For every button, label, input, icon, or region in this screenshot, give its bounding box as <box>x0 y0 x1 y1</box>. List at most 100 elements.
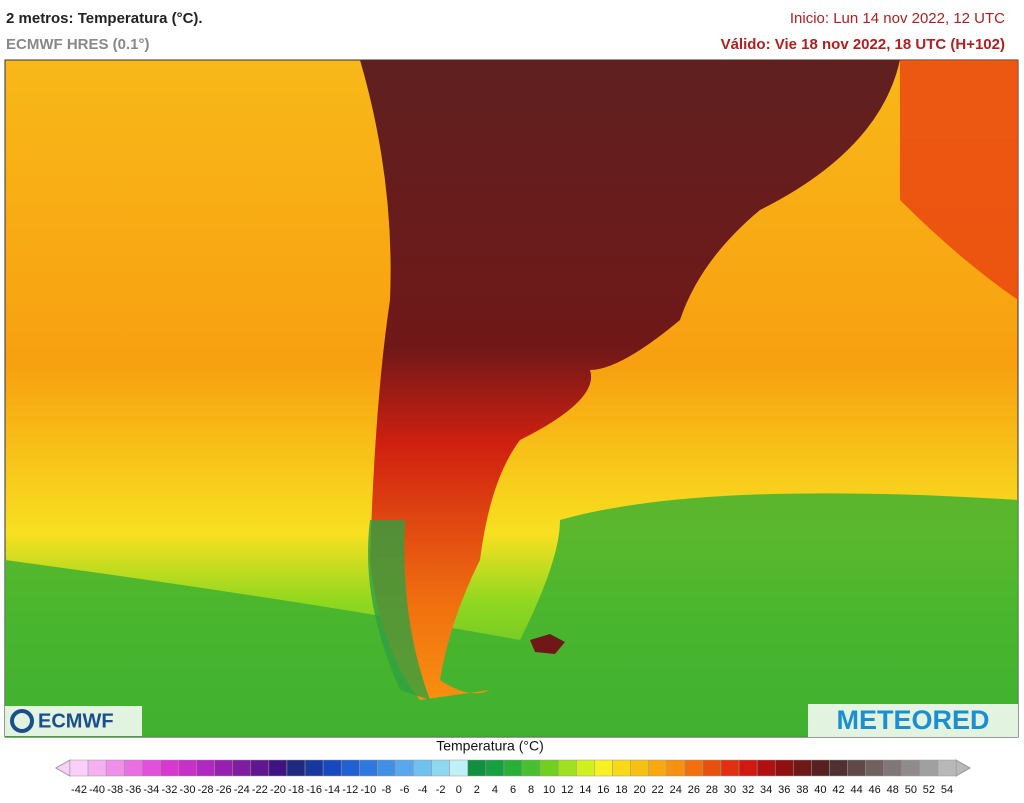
color-swatch <box>738 759 758 777</box>
legend-tick-label: -6 <box>400 784 410 796</box>
legend-tick-label: 22 <box>652 784 664 796</box>
legend-tick-label: 30 <box>724 784 736 796</box>
legend-tick-label: -14 <box>324 784 340 796</box>
color-swatch <box>756 759 776 777</box>
legend-tick-label: -30 <box>180 784 196 796</box>
legend-tick-label: 40 <box>814 784 826 796</box>
init-time: Inicio: Lun 14 nov 2022, 12 UTC <box>790 10 1005 27</box>
legend-tick-label: 20 <box>633 784 645 796</box>
legend-tick-label: 32 <box>742 784 754 796</box>
color-swatch <box>594 759 613 777</box>
legend-tick-label: 8 <box>528 784 534 796</box>
color-swatch <box>467 759 487 777</box>
legend-tick-label: -26 <box>216 784 232 796</box>
bar-arrow-left <box>54 759 71 777</box>
color-swatch <box>557 759 577 777</box>
color-swatch <box>359 759 378 777</box>
color-swatch <box>901 759 921 777</box>
valid-time: Válido: Vie 18 nov 2022, 18 UTC (H+102) <box>721 36 1005 53</box>
legend-tick-label: -10 <box>360 784 376 796</box>
color-swatch <box>214 759 233 777</box>
legend-tick-label: -32 <box>161 784 177 796</box>
legend-tick-label: 4 <box>492 784 498 796</box>
color-swatch <box>377 759 396 777</box>
color-swatch <box>105 759 125 777</box>
color-swatch <box>87 759 107 777</box>
color-swatch <box>142 759 161 777</box>
color-swatch <box>196 759 215 777</box>
legend-tick-label: -2 <box>436 784 446 796</box>
legend-tick-label: 26 <box>688 784 700 796</box>
color-swatch <box>340 759 360 777</box>
meteored-logo: METEORED <box>808 704 1018 737</box>
legend-tick-label: 16 <box>597 784 609 796</box>
color-swatch <box>630 759 649 777</box>
color-swatch <box>250 759 270 777</box>
legend-tick-label: -40 <box>89 784 105 796</box>
color-swatch <box>829 759 848 777</box>
legend-tick-label: 42 <box>832 784 844 796</box>
ecmwf-text: ECMWF <box>38 710 114 732</box>
color-swatch <box>503 759 523 777</box>
legend-tick-label: 46 <box>869 784 881 796</box>
color-swatch <box>322 759 342 777</box>
legend-tick-label: 34 <box>760 784 772 796</box>
legend-tick-label: -18 <box>288 784 304 796</box>
color-swatch <box>304 759 324 777</box>
legend-tick-label: -22 <box>252 784 268 796</box>
legend-tick-label: -8 <box>382 784 392 796</box>
legend-tick-label: 28 <box>706 784 718 796</box>
color-swatch <box>413 759 432 777</box>
map-title: 2 metros: Temperatura (°C). <box>6 10 203 27</box>
color-swatch <box>883 759 903 777</box>
legend-tick-label: 0 <box>456 784 462 796</box>
color-swatch <box>847 759 866 777</box>
color-swatch <box>774 759 794 777</box>
legend-tick-label: 24 <box>670 784 682 796</box>
legend-tick-label: -28 <box>198 784 214 796</box>
legend-title: Temperatura (°C) <box>436 738 544 754</box>
color-swatch <box>485 759 505 777</box>
legend-tick-label: -36 <box>125 784 141 796</box>
color-swatch <box>702 759 722 777</box>
legend-tick-label: 10 <box>543 784 555 796</box>
legend-tick-label: 18 <box>615 784 627 796</box>
color-swatch <box>666 759 686 777</box>
legend-tick-label: -4 <box>418 784 428 796</box>
legend-tick-label: -20 <box>270 784 286 796</box>
legend-tick-label: -34 <box>143 784 159 796</box>
color-swatch <box>684 759 704 777</box>
legend-tick-label: 36 <box>778 784 790 796</box>
model-name: ECMWF HRES (0.1°) <box>6 36 150 53</box>
color-swatch <box>449 759 469 777</box>
color-swatch <box>919 759 939 777</box>
color-swatch <box>232 759 252 777</box>
legend-tick-label: -42 <box>71 784 87 796</box>
color-swatch <box>865 759 884 777</box>
legend-tick-label: 54 <box>941 784 953 796</box>
color-swatch <box>937 759 957 777</box>
legend-tick-label: 38 <box>796 784 808 796</box>
bar-arrow-right <box>955 759 972 777</box>
legend-tick-label: 6 <box>510 784 516 796</box>
color-swatch <box>268 759 288 777</box>
legend-tick-label: 50 <box>905 784 917 796</box>
color-swatch <box>648 759 667 777</box>
color-swatch <box>811 759 830 777</box>
color-swatch <box>178 759 197 777</box>
color-swatch <box>431 759 450 777</box>
color-swatch <box>576 759 595 777</box>
color-swatch <box>160 759 179 777</box>
color-bar: -42 -40 -38 -36 -34 -32 -30 -28 -26 -24 -22 -20 -18-… <box>54 759 972 796</box>
color-swatch <box>69 759 89 777</box>
legend-tick-label: 52 <box>923 784 935 796</box>
legend-tick-label: -12 <box>342 784 358 796</box>
ecmwf-logo: ECMWF <box>5 706 142 736</box>
color-swatch <box>521 759 541 777</box>
map <box>4 59 1019 738</box>
color-swatch <box>720 759 740 777</box>
color-swatch <box>612 759 631 777</box>
legend-tick-label: 14 <box>579 784 591 796</box>
